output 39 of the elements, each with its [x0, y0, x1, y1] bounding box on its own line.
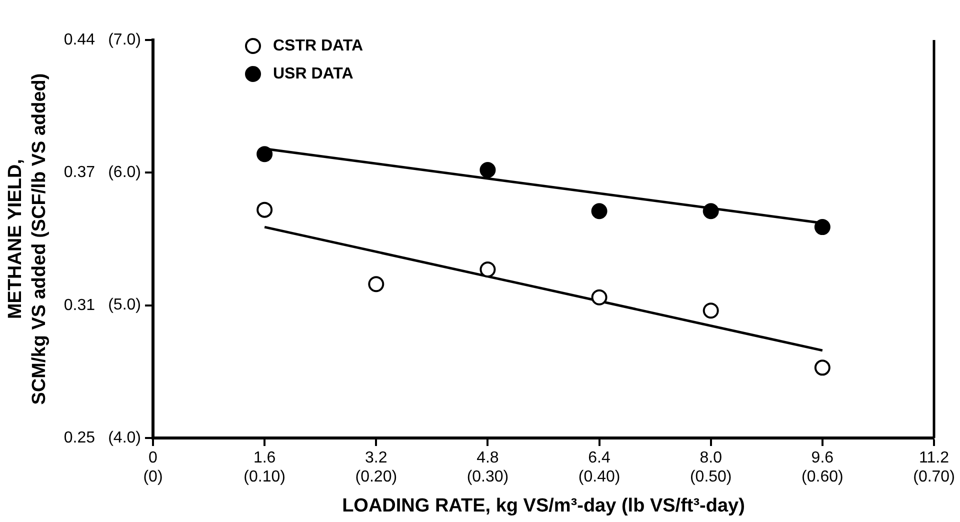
point [814, 360, 830, 376]
point [702, 203, 719, 220]
x2-tick-label: (0.70) [913, 468, 955, 486]
y2-tick-label: (4.0) [108, 429, 141, 446]
y-tick-label: 0.37 [64, 164, 96, 181]
x-tick-label: 4.8 [476, 449, 499, 466]
y-tick-label: 0.31 [64, 296, 96, 314]
x-tick-label: 9.6 [811, 449, 834, 466]
x2-tick-label: (0.10) [244, 468, 286, 486]
x-tick-label: 3.2 [365, 449, 388, 466]
x-axis-title: LOADING RATE, kg VS/m³-day (lb VS/ft³-day) [342, 496, 745, 517]
x-tick-label: 11.2 [919, 449, 950, 466]
point [702, 302, 719, 319]
x-tick-label: 6.4 [588, 449, 611, 466]
y2-tick-label: (6.0) [108, 164, 141, 182]
legend-label: CSTR DATA [273, 37, 364, 54]
x-tick-label: 1.6 [253, 449, 276, 466]
y2-tick-label: (5.0) [108, 296, 141, 314]
x2-tick-label: (0.30) [466, 468, 509, 486]
y-tick-label: 0.44 [64, 31, 96, 48]
x2-tick-label: (0.60) [802, 468, 844, 486]
point [591, 203, 608, 220]
y-axis-title: METHANE YIELD, SCM/kg VS added (SCF/lb VS added) [5, 73, 50, 405]
point [480, 262, 496, 278]
point [256, 146, 273, 162]
point [814, 219, 830, 236]
y-tick-label: 0.25 [64, 429, 96, 446]
point [368, 276, 384, 292]
y2-tick-label: (7.0) [108, 31, 141, 48]
x2-tick-label: (0.50) [690, 468, 732, 486]
point [591, 289, 608, 306]
x-tick-label: 0 [148, 449, 158, 466]
x-tick-label: 8.0 [700, 449, 722, 466]
x2-tick-label: (0.20) [355, 468, 398, 486]
x2-tick-label: (0) [143, 468, 163, 486]
point [480, 162, 496, 178]
legend-label: USR DATA [273, 65, 354, 82]
x2-tick-label: (0.40) [578, 468, 620, 486]
point [256, 202, 273, 218]
